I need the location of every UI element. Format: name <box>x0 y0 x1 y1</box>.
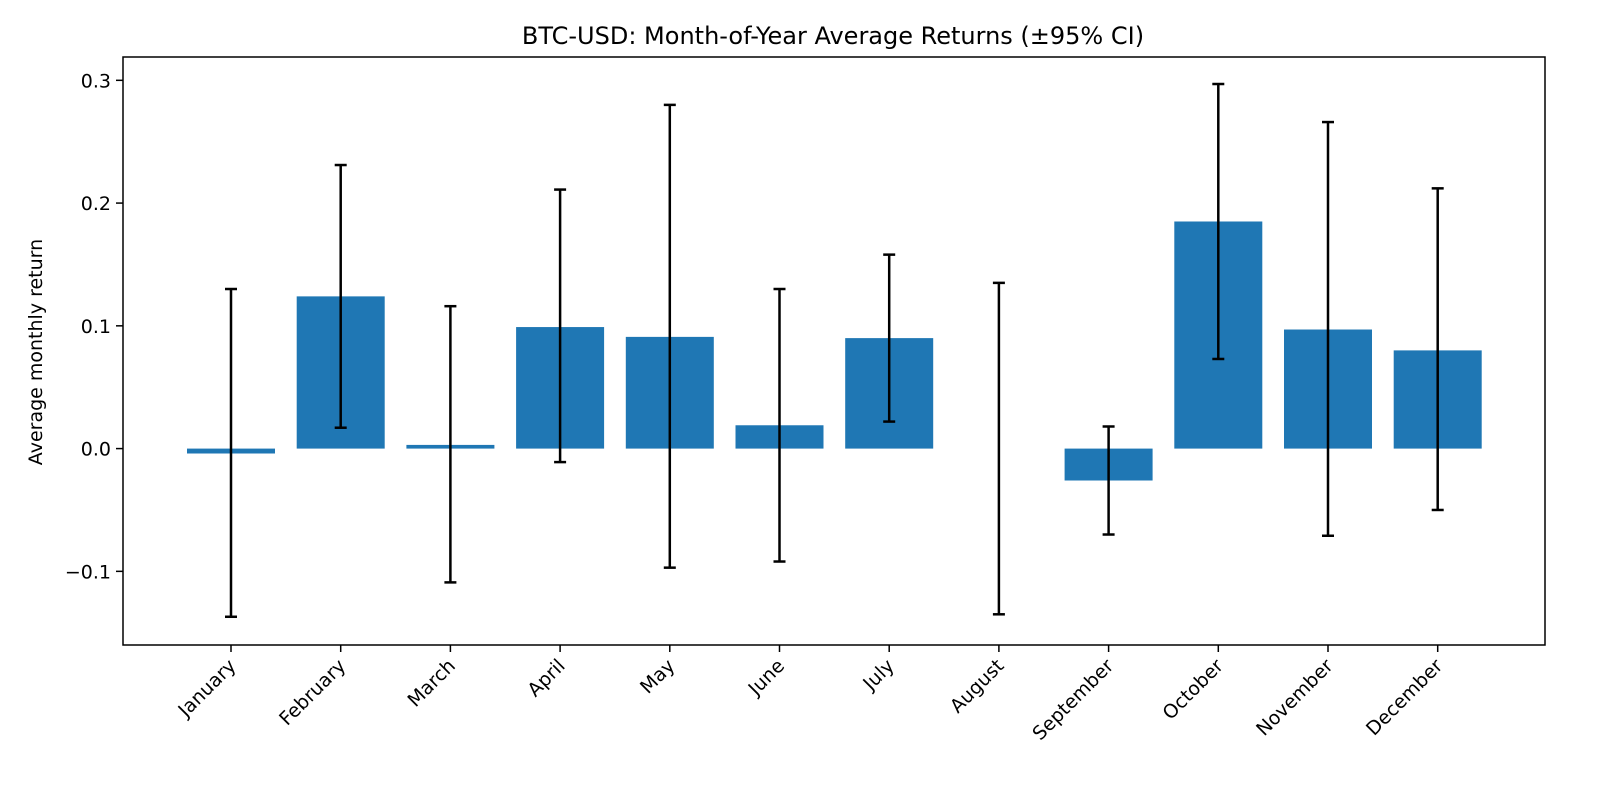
x-tick-label-january: January <box>173 655 240 722</box>
chart-title: BTC-USD: Month-of-Year Average Returns (… <box>522 22 1144 50</box>
x-tick-label-august: August <box>946 655 1009 718</box>
x-tick-label-april: April <box>523 655 569 701</box>
x-tick-label-march: March <box>403 655 460 712</box>
x-tick-label-february: February <box>275 655 350 730</box>
y-tick-label: 0.0 <box>81 439 111 461</box>
y-axis-label: Average monthly return <box>25 239 47 465</box>
plot-frame <box>122 56 1546 646</box>
x-tick-label-may: May <box>636 655 679 698</box>
x-tick-label-october: October <box>1159 655 1228 724</box>
x-tick-label-september: September <box>1028 655 1118 745</box>
y-tick-label: −0.1 <box>65 561 111 583</box>
y-tick-label: 0.2 <box>81 193 111 215</box>
plot-area: −0.1 0.0 0.1 0.2 0.3 January February March Apri… <box>65 56 1546 745</box>
x-tick-label-june: June <box>744 655 790 701</box>
x-tick-label-july: July <box>858 655 898 695</box>
y-tick-label: 0.3 <box>81 70 111 92</box>
x-tick-label-december: December <box>1362 655 1447 740</box>
y-tick-label: 0.1 <box>81 316 111 338</box>
x-tick-label-november: November <box>1252 655 1338 741</box>
